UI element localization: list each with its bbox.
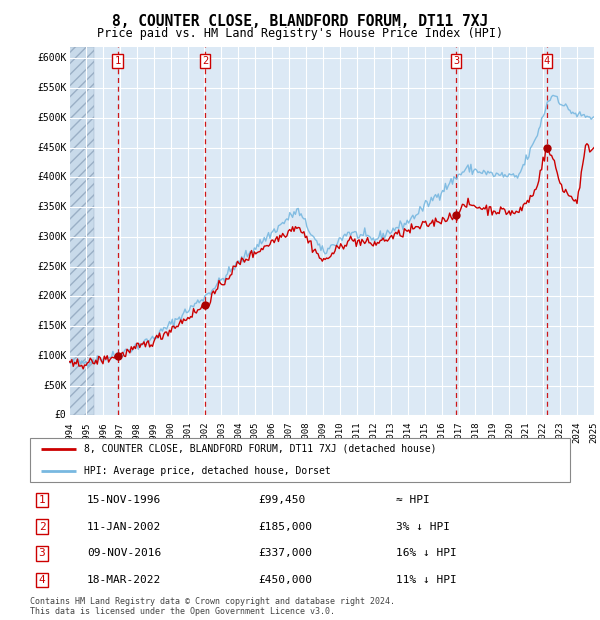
Text: £250K: £250K bbox=[37, 262, 67, 272]
Text: 11% ↓ HPI: 11% ↓ HPI bbox=[396, 575, 457, 585]
Text: £50K: £50K bbox=[43, 381, 67, 391]
Text: 15-NOV-1996: 15-NOV-1996 bbox=[87, 495, 161, 505]
Text: 16% ↓ HPI: 16% ↓ HPI bbox=[396, 548, 457, 559]
Text: £185,000: £185,000 bbox=[258, 521, 312, 532]
Text: 4: 4 bbox=[38, 575, 46, 585]
Text: £450K: £450K bbox=[37, 143, 67, 153]
Text: £150K: £150K bbox=[37, 321, 67, 331]
Text: 2: 2 bbox=[38, 521, 46, 532]
Text: 3: 3 bbox=[38, 548, 46, 559]
Text: £300K: £300K bbox=[37, 232, 67, 242]
Text: 2: 2 bbox=[202, 56, 208, 66]
Text: Price paid vs. HM Land Registry's House Price Index (HPI): Price paid vs. HM Land Registry's House … bbox=[97, 27, 503, 40]
Text: Contains HM Land Registry data © Crown copyright and database right 2024.
This d: Contains HM Land Registry data © Crown c… bbox=[30, 597, 395, 616]
Bar bbox=[69, 46, 94, 415]
Text: £450,000: £450,000 bbox=[258, 575, 312, 585]
Text: £0: £0 bbox=[55, 410, 67, 420]
Text: ≈ HPI: ≈ HPI bbox=[396, 495, 430, 505]
Text: 8, COUNTER CLOSE, BLANDFORD FORUM, DT11 7XJ (detached house): 8, COUNTER CLOSE, BLANDFORD FORUM, DT11 … bbox=[84, 444, 437, 454]
Text: £550K: £550K bbox=[37, 83, 67, 93]
Text: 3% ↓ HPI: 3% ↓ HPI bbox=[396, 521, 450, 532]
Text: 18-MAR-2022: 18-MAR-2022 bbox=[87, 575, 161, 585]
Text: 8, COUNTER CLOSE, BLANDFORD FORUM, DT11 7XJ: 8, COUNTER CLOSE, BLANDFORD FORUM, DT11 … bbox=[112, 14, 488, 29]
Text: 1: 1 bbox=[115, 56, 121, 66]
Text: £100K: £100K bbox=[37, 351, 67, 361]
Text: £400K: £400K bbox=[37, 172, 67, 182]
Text: £600K: £600K bbox=[37, 53, 67, 63]
Text: 1: 1 bbox=[38, 495, 46, 505]
Text: £500K: £500K bbox=[37, 113, 67, 123]
Text: £337,000: £337,000 bbox=[258, 548, 312, 559]
Text: £200K: £200K bbox=[37, 291, 67, 301]
Text: 09-NOV-2016: 09-NOV-2016 bbox=[87, 548, 161, 559]
Text: 11-JAN-2002: 11-JAN-2002 bbox=[87, 521, 161, 532]
FancyBboxPatch shape bbox=[30, 438, 570, 482]
Text: 4: 4 bbox=[544, 56, 550, 66]
Text: HPI: Average price, detached house, Dorset: HPI: Average price, detached house, Dors… bbox=[84, 466, 331, 476]
Text: £350K: £350K bbox=[37, 202, 67, 212]
Text: £99,450: £99,450 bbox=[258, 495, 305, 505]
Text: 3: 3 bbox=[453, 56, 459, 66]
